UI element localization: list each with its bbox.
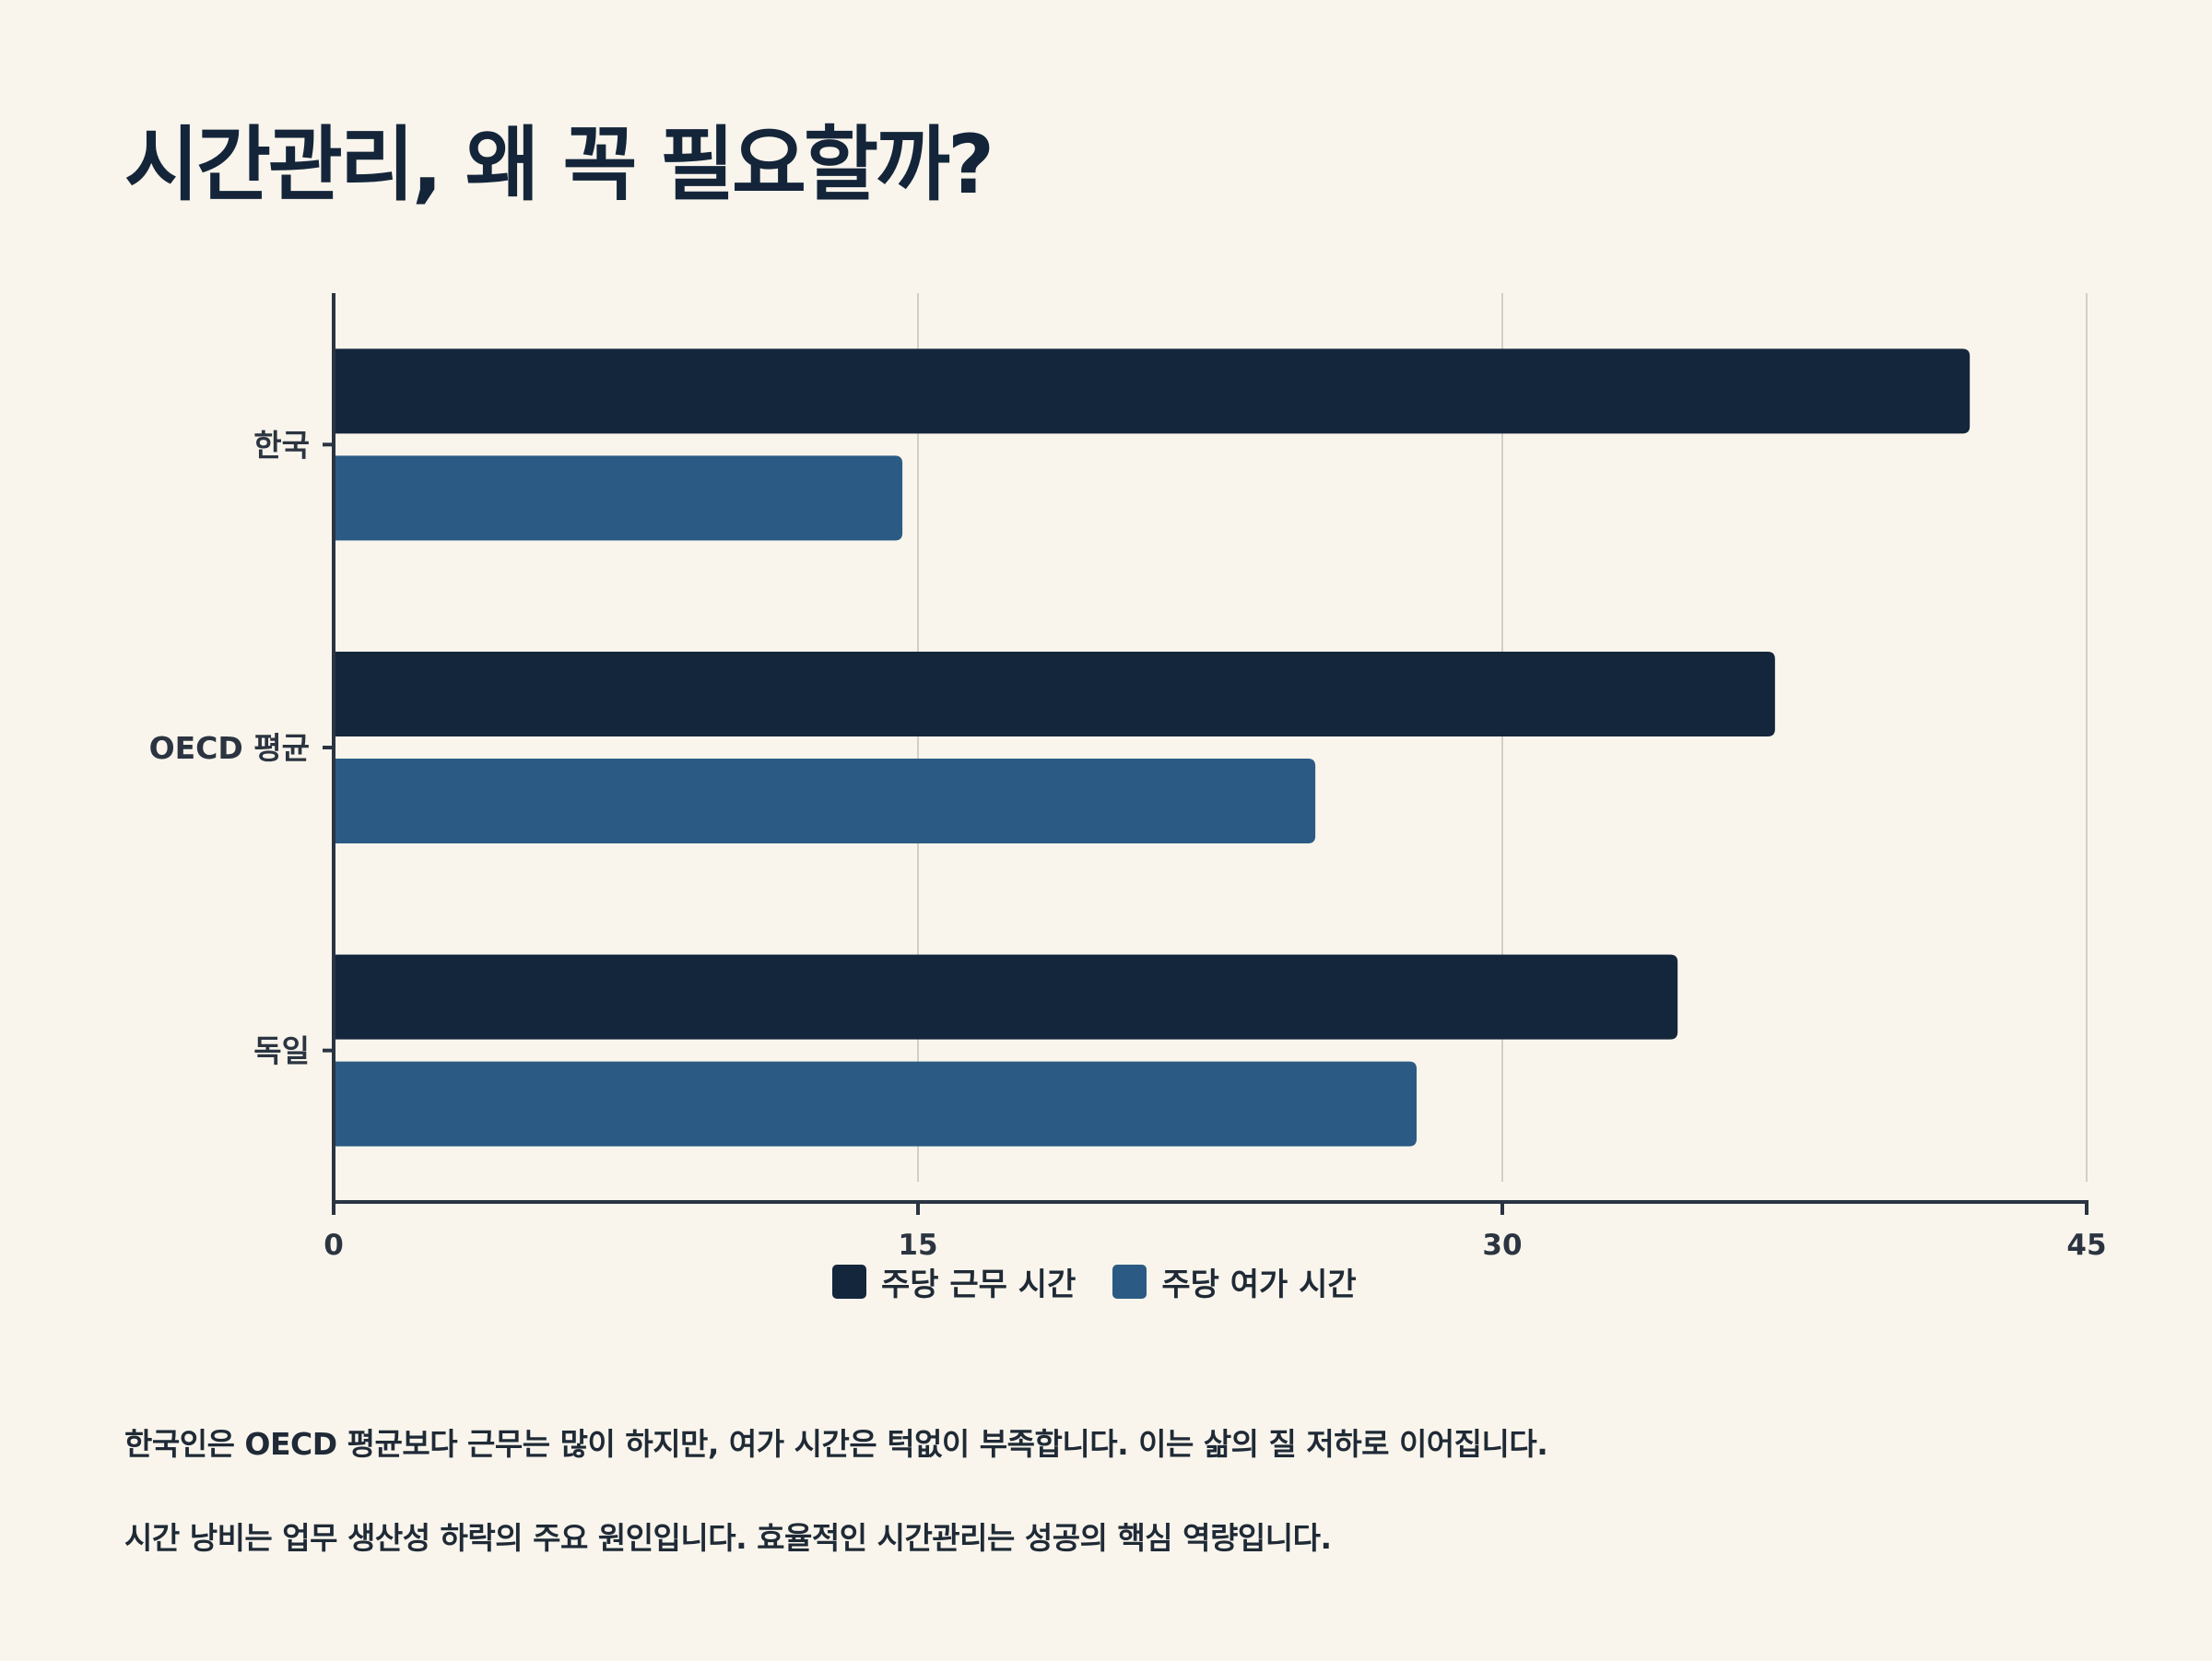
bar-work-0 — [334, 348, 1971, 434]
x-tick-label: 0 — [324, 1229, 344, 1262]
x-tick-label: 45 — [2066, 1229, 2106, 1262]
chart-legend: 주당 근무 시간 주당 여가 시간 — [832, 1259, 1357, 1304]
category-label: OECD 평균 — [149, 730, 310, 766]
legend-swatch-leisure — [1112, 1265, 1147, 1299]
legend-item-work: 주당 근무 시간 — [832, 1259, 1076, 1304]
bar-work-1 — [334, 652, 1775, 736]
note-paragraph-1: 한국인은 OECD 평균보다 근무는 많이 하지만, 여가 시간은 턱없이 부족… — [124, 1426, 1548, 1462]
category-label: 한국 — [253, 427, 310, 463]
bar-leisure-2 — [334, 1061, 1418, 1147]
x-tick-label: 15 — [898, 1229, 937, 1262]
legend-item-leisure: 주당 여가 시간 — [1112, 1259, 1357, 1304]
bar-work-2 — [334, 954, 1678, 1040]
note-paragraph-2: 시간 낭비는 업무 생산성 하락의 주요 원인입니다. 효율적인 시간관리는 성… — [124, 1520, 1332, 1556]
legend-label-leisure: 주당 여가 시간 — [1161, 1266, 1357, 1303]
category-label: 독일 — [253, 1033, 310, 1069]
bar-leisure-0 — [334, 455, 903, 541]
bar-leisure-1 — [334, 759, 1316, 843]
x-tick-label: 30 — [1482, 1229, 1522, 1262]
page-title: 시간관리, 왜 꼭 필요할까? — [124, 117, 994, 212]
legend-swatch-work — [832, 1265, 866, 1299]
legend-label-work: 주당 근무 시간 — [881, 1266, 1077, 1303]
